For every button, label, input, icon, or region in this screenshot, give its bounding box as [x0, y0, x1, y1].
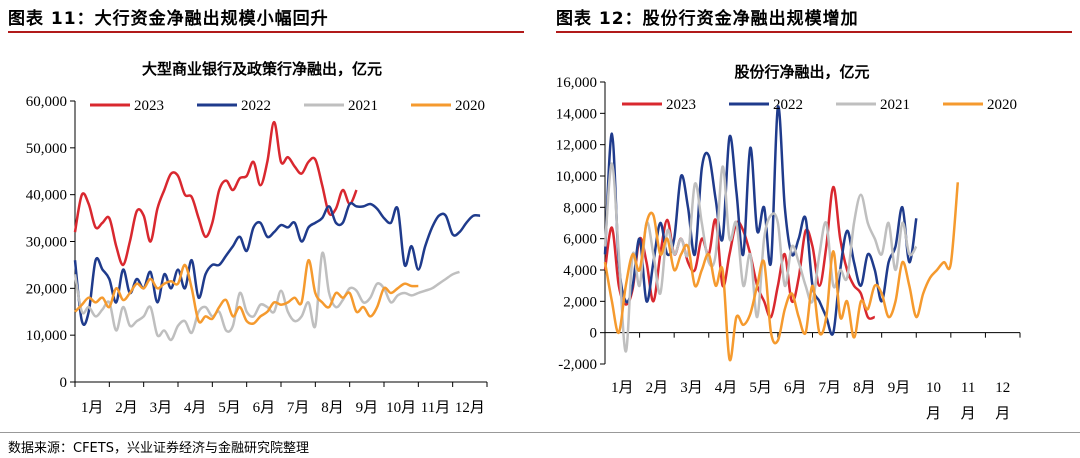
- legend-label-2020: 2020: [455, 98, 485, 114]
- x-tick-label-suffix: 月: [961, 406, 976, 422]
- y-tick-label: 2,000: [563, 294, 597, 310]
- y-tick-label: 6,000: [563, 232, 597, 248]
- right-heading-rule: [556, 31, 1072, 33]
- legend-label-2021: 2021: [880, 97, 910, 113]
- x-tick-label: 3月: [150, 400, 173, 416]
- y-tick-label: 20,000: [26, 281, 67, 297]
- x-tick-label: 5月: [218, 400, 241, 416]
- x-tick-label: 11月: [421, 400, 450, 416]
- y-tick-label: 12,000: [556, 138, 597, 154]
- x-tick-label: 11: [961, 380, 975, 396]
- x-tick-label: 4月: [184, 400, 207, 416]
- series-line-2020: [74, 258, 419, 326]
- x-tick-label: 10月: [386, 400, 416, 416]
- source-divider: [0, 432, 1080, 433]
- y-tick-label: 50,000: [26, 141, 67, 157]
- y-tick-label: 14,000: [556, 106, 597, 122]
- legend-label-2020: 2020: [987, 97, 1017, 113]
- x-tick-label: 4月: [715, 380, 738, 396]
- x-tick-label: 12: [995, 380, 1010, 396]
- x-tick-label: 6月: [784, 380, 807, 396]
- left-figure-heading: 图表 11：大行资金净融出规模小幅回升: [8, 9, 329, 29]
- series-line-2022: [73, 201, 481, 326]
- y-tick-label: 4,000: [563, 263, 597, 279]
- x-tick-label: 12月: [455, 400, 485, 416]
- series-line-2020: [603, 182, 960, 362]
- x-tick-label: 9月: [356, 400, 379, 416]
- source-note: 数据来源：CFETS，兴业证券经济与金融研究院整理: [8, 441, 309, 456]
- x-tick-label: 9月: [888, 380, 911, 396]
- y-tick-label: 60,000: [26, 94, 67, 110]
- y-tick-label: 30,000: [26, 235, 67, 251]
- x-tick-label: 1月: [611, 380, 634, 396]
- chart-right: 股份行净融出，亿元 -2,000 0 2,000 4,000 6,000 8,000 10,0…: [556, 63, 1021, 422]
- y-tick-label: 10,000: [26, 328, 67, 344]
- series-line-2023: [73, 120, 358, 267]
- y-tick-label: 0: [60, 375, 68, 391]
- x-tick-label: 5月: [749, 380, 772, 396]
- left-heading-rule: [8, 31, 524, 33]
- x-tick-label-suffix: 月: [995, 406, 1010, 422]
- legend-label-2021: 2021: [348, 98, 378, 114]
- legend-label-2023: 2023: [666, 97, 696, 113]
- x-tick-label: 10: [926, 380, 941, 396]
- x-tick-label: 2月: [646, 380, 669, 396]
- y-tick-label: 16,000: [556, 75, 597, 91]
- x-tick-label: 2月: [115, 400, 138, 416]
- y-tick-label: 8,000: [563, 200, 597, 216]
- chart-title: 大型商业银行及政策行净融出，亿元: [142, 60, 382, 78]
- legend-label-2023: 2023: [134, 98, 164, 114]
- x-tick-label: 8月: [321, 400, 344, 416]
- y-tick-label: 10,000: [556, 169, 597, 185]
- y-tick-label: -2,000: [558, 357, 597, 373]
- x-tick-label: 1月: [81, 400, 104, 416]
- x-tick-label: 6月: [253, 400, 276, 416]
- x-tick-label: 7月: [287, 400, 310, 416]
- x-tick-label: 3月: [680, 380, 703, 396]
- y-tick-label: 0: [590, 326, 598, 342]
- chart-left: 大型商业银行及政策行净融出，亿元 0 10,000 20,000 30,000 40,00…: [26, 60, 488, 416]
- series-line-2021: [73, 251, 460, 342]
- series-line-2021: [603, 162, 918, 353]
- y-tick-label: 40,000: [26, 188, 67, 204]
- legend-label-2022: 2022: [241, 98, 271, 114]
- x-tick-label: 7月: [819, 380, 842, 396]
- x-tick-label: 8月: [853, 380, 876, 396]
- right-figure-heading: 图表 12：股份行资金净融出规模增加: [556, 9, 859, 29]
- legend-label-2022: 2022: [773, 97, 803, 113]
- chart-title: 股份行净融出，亿元: [734, 63, 869, 81]
- x-tick-label-suffix: 月: [926, 406, 941, 422]
